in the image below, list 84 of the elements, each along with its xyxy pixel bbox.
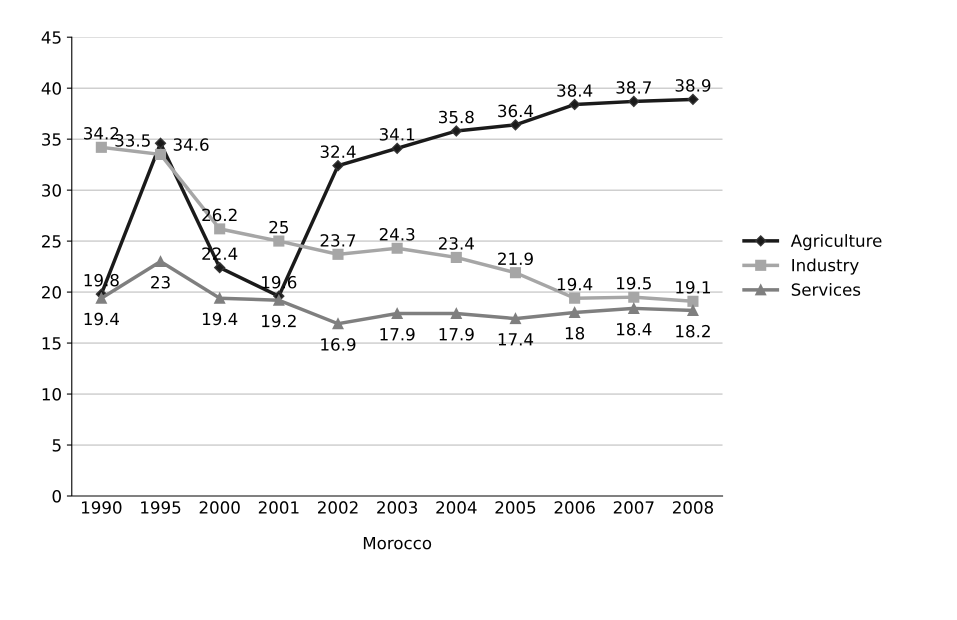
y-tick-label: 5 xyxy=(52,439,61,452)
legend-label: Agriculture xyxy=(790,234,882,250)
point xyxy=(687,296,699,307)
point xyxy=(510,119,522,130)
point xyxy=(214,223,226,234)
point xyxy=(450,252,462,263)
legend-label: Industry xyxy=(792,258,859,275)
data-label: 34.1 xyxy=(380,128,414,141)
data-label: 19.2 xyxy=(262,314,296,328)
point xyxy=(450,308,462,320)
data-label: 19.1 xyxy=(676,280,710,294)
data-label: 18 xyxy=(566,326,584,340)
y-tick-label: 35 xyxy=(42,133,61,146)
point xyxy=(628,292,640,303)
point xyxy=(273,294,284,306)
x-axis-title: Morocco xyxy=(364,536,432,550)
y-tick-label: 30 xyxy=(42,184,61,197)
point xyxy=(96,142,107,153)
data-label: 26.2 xyxy=(202,208,237,222)
data-label: 21.9 xyxy=(498,252,533,266)
point xyxy=(569,306,580,318)
point xyxy=(510,313,522,324)
point xyxy=(450,125,462,137)
data-label: 17.4 xyxy=(498,333,534,346)
point xyxy=(273,236,284,247)
point xyxy=(687,94,699,105)
data-label: 38.7 xyxy=(616,81,651,94)
data-label: 19.4 xyxy=(202,312,238,326)
data-label: 24.3 xyxy=(380,228,414,241)
point xyxy=(214,262,226,274)
x-tick-label: 2008 xyxy=(672,501,714,514)
data-label: 23.7 xyxy=(320,234,356,247)
x-tick-label: 2002 xyxy=(318,501,358,514)
data-label: 16.9 xyxy=(321,338,356,351)
y-tick-label: 45 xyxy=(42,31,61,44)
point xyxy=(214,292,226,304)
y-tick-label: 0 xyxy=(52,490,61,503)
x-tick-label: 1990 xyxy=(82,501,122,514)
point xyxy=(154,256,166,268)
data-label: 17.9 xyxy=(440,328,474,341)
legend-label: Services xyxy=(792,283,860,296)
y-tick-label: 15 xyxy=(42,337,61,350)
x-tick-label: 1995 xyxy=(141,501,180,514)
data-label: 32.4 xyxy=(320,145,356,158)
x-tick-label: 2001 xyxy=(258,501,299,514)
data-label: 23 xyxy=(151,276,170,289)
data-label: 19.4 xyxy=(558,278,592,291)
data-label: 19.5 xyxy=(617,276,651,290)
point xyxy=(332,248,344,260)
x-tick-label: 2006 xyxy=(554,501,595,514)
point xyxy=(628,96,640,108)
point xyxy=(332,160,344,172)
x-tick-label: 2000 xyxy=(200,501,240,514)
data-label: 17.9 xyxy=(380,328,415,341)
point xyxy=(628,302,640,314)
y-tick-label: 40 xyxy=(42,82,61,95)
point xyxy=(569,292,580,304)
point xyxy=(687,304,699,316)
data-label: 38.4 xyxy=(557,84,592,97)
point xyxy=(392,242,403,254)
point xyxy=(332,318,344,330)
x-tick-label: 2004 xyxy=(436,501,477,514)
x-tick-label: 2007 xyxy=(614,501,654,514)
data-label: 35.8 xyxy=(439,110,474,124)
data-label: 23.4 xyxy=(438,237,474,250)
data-label: 38.9 xyxy=(676,79,710,92)
x-tick-label: 2003 xyxy=(377,501,418,514)
data-label: 36.4 xyxy=(498,104,534,118)
data-label: 34.6 xyxy=(174,138,209,151)
x-tick-label: 2005 xyxy=(495,501,536,514)
point xyxy=(154,148,166,160)
point xyxy=(392,308,403,320)
y-tick-label: 10 xyxy=(42,388,61,401)
y-tick-label: 20 xyxy=(42,286,61,299)
point xyxy=(510,267,522,278)
point xyxy=(154,138,166,149)
data-label: 18.4 xyxy=(617,322,652,336)
point xyxy=(96,292,107,304)
data-label: 19.4 xyxy=(84,312,119,326)
point xyxy=(392,142,403,154)
y-tick-label: 25 xyxy=(42,235,61,248)
point xyxy=(569,98,580,110)
data-label: 18.2 xyxy=(676,324,710,338)
data-label: 25 xyxy=(269,220,288,234)
